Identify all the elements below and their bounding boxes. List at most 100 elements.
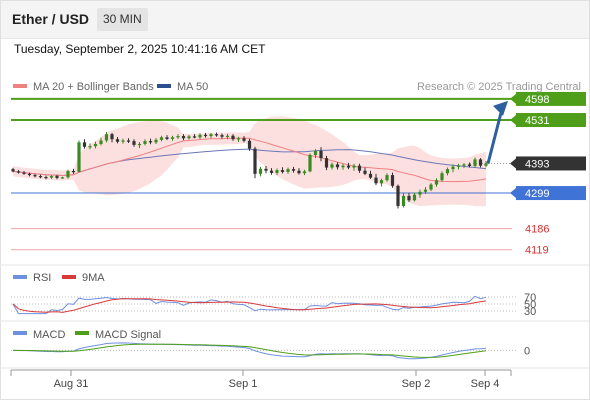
candle-body: [346, 165, 351, 168]
candle-body: [456, 165, 461, 167]
candle-body: [478, 159, 483, 166]
candle-body: [335, 164, 340, 168]
candle-body: [247, 140, 252, 149]
rsi-level-label-30: 30: [524, 306, 536, 318]
rsi-legend-swatch-0: [13, 275, 27, 279]
candle-body: [429, 184, 433, 190]
candle-body: [467, 164, 472, 166]
candle-body: [165, 137, 169, 139]
candle-body: [280, 170, 285, 172]
candle-body: [148, 141, 153, 143]
forecast-arrow-shaft: [486, 108, 504, 164]
candle-body: [407, 195, 411, 201]
level-badge-pointer-4598: [510, 93, 516, 104]
attribution: Research © 2025 Trading Central: [417, 81, 581, 93]
candle-body: [319, 150, 323, 159]
candle-body: [66, 171, 70, 178]
candle-body: [203, 134, 208, 137]
candle-body: [357, 165, 362, 171]
candle-body: [220, 135, 224, 137]
candle-body: [396, 185, 400, 206]
macd-legend-swatch-1: [75, 331, 89, 335]
level-label-4531: 4531: [525, 115, 549, 127]
candle-body: [291, 169, 296, 171]
candle-body: [126, 140, 131, 142]
candle-body: [324, 158, 329, 168]
level-badge-4531: [516, 113, 586, 128]
candle-body: [341, 165, 345, 168]
candle-body: [368, 173, 373, 178]
candle-body: [253, 148, 257, 174]
candle-body: [412, 194, 417, 201]
candle-body: [176, 136, 180, 138]
candle-body: [192, 136, 197, 138]
legend-swatch-0: [13, 84, 27, 88]
candle-body: [49, 176, 54, 178]
candle-body: [236, 138, 241, 140]
macd-zero-label: 0: [524, 345, 530, 357]
candle-body: [143, 141, 147, 144]
candle-body: [269, 170, 274, 173]
x-tick-label-2: Sep 2: [402, 378, 431, 390]
candle-body: [214, 134, 219, 136]
candle-body: [82, 142, 87, 147]
level-badge-pointer-4531: [510, 115, 516, 126]
timeframe-badge[interactable]: 30 MIN: [97, 8, 148, 31]
x-tick-label-3: Sep 4: [471, 378, 500, 390]
legend-label-1: MA 50: [177, 81, 208, 93]
candle-body: [313, 150, 318, 155]
candle-body: [77, 142, 81, 172]
x-tick-label-0: Aug 31: [54, 378, 89, 390]
candle-body: [132, 141, 136, 145]
candle-body: [170, 137, 175, 139]
candle-body: [93, 143, 98, 147]
candle-body: [434, 180, 439, 185]
legend-label-0: MA 20 + Bollinger Bands: [33, 81, 154, 93]
candle-body: [374, 177, 378, 184]
rsi-ma-line: [12, 298, 487, 313]
candle-body: [462, 164, 466, 166]
rsi-legend-label-1: 9MA: [82, 272, 105, 284]
candle-body: [33, 175, 37, 177]
candle-body: [484, 163, 488, 166]
macd-legend-swatch-0: [13, 331, 27, 335]
legend-swatch-1: [157, 84, 171, 88]
x-tick-label-1: Sep 1: [229, 378, 258, 390]
level-badge-4299: [516, 186, 586, 201]
chart-datetime: Tuesday, September 2, 2025 10:41:16 AM C…: [14, 42, 266, 56]
rsi-level-label-70: 70: [524, 292, 536, 304]
candle-body: [137, 143, 142, 146]
bollinger-band: [13, 116, 486, 207]
candle-body: [385, 175, 389, 181]
candle-body: [379, 180, 384, 184]
candle-body: [27, 173, 32, 176]
candle-body: [352, 165, 356, 168]
instrument-title: Ether / USD: [12, 11, 90, 27]
candle-body: [225, 135, 230, 137]
macd-line: [12, 342, 487, 360]
candle-body: [60, 177, 65, 179]
candle-body: [390, 175, 395, 186]
candle-body: [99, 140, 103, 144]
candle-body: [104, 134, 109, 141]
candle-body: [451, 166, 455, 170]
candle-body: [88, 146, 92, 148]
candle-body: [38, 176, 43, 178]
rsi-legend-label-0: RSI: [33, 272, 51, 284]
level-label-4393: 4393: [525, 158, 549, 170]
level-badge-4598: [516, 91, 586, 106]
level-label-4186: 4186: [525, 224, 549, 236]
candle-body: [363, 170, 367, 174]
candle-body: [121, 140, 125, 142]
candle-body: [242, 138, 246, 141]
candle-body: [286, 169, 290, 172]
candle-body: [110, 134, 114, 140]
candle-body: [198, 134, 202, 138]
header-bar: Ether / USD 30 MIN: [1, 1, 589, 39]
candle-body: [302, 171, 307, 174]
candle-body: [418, 191, 422, 195]
level-badge-4393: [516, 156, 586, 171]
level-badge-pointer-4299: [510, 188, 516, 199]
candle-body: [44, 177, 48, 179]
